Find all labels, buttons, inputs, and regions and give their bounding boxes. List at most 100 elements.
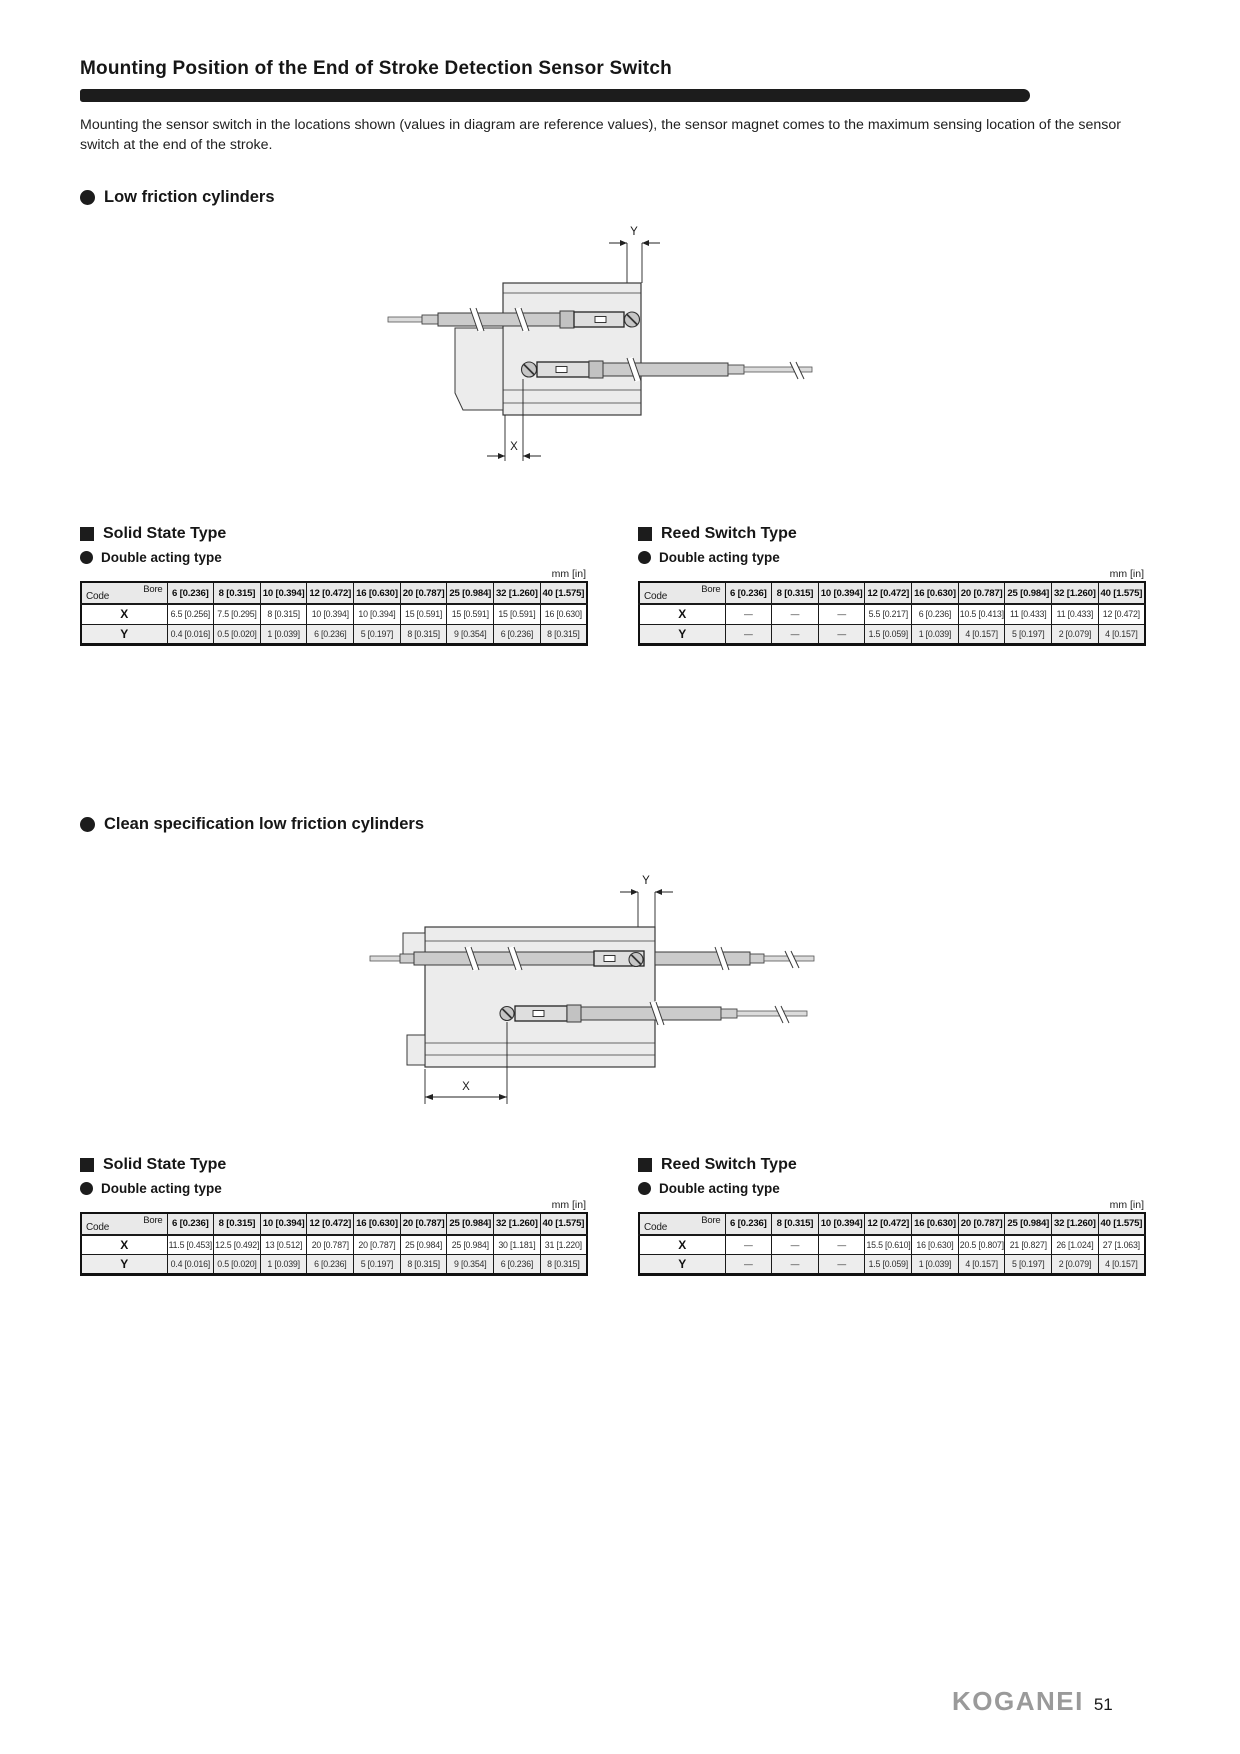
bore-header-cell: 40 [1.575] <box>1097 1212 1146 1236</box>
value-cell: — <box>724 603 773 625</box>
value-cell: — <box>724 623 773 645</box>
value-cell: 5 [0.197] <box>353 1254 401 1275</box>
x-dimension-label: X <box>510 441 518 453</box>
value-cell: 8 [0.315] <box>539 1254 588 1275</box>
bore-header-cell: 20 [0.787] <box>957 1212 1006 1236</box>
value-cell: 6 [0.236] <box>306 1254 355 1275</box>
value-cell: 12.5 [0.492] <box>213 1234 261 1255</box>
cylinder-body <box>454 282 642 416</box>
table-row-y: Y — — —1.5 [0.059] 1 [0.039] 4 [0.157] 5 [0.19… <box>638 1254 1146 1275</box>
bore-header-cell: 8 [0.315] <box>771 1212 819 1236</box>
code-bore-corner-cell: Bore Code <box>638 581 726 605</box>
square-bullet-icon <box>80 1157 94 1172</box>
bore-header-cell: 6 [0.236] <box>166 581 215 605</box>
value-cell: 6 [0.236] <box>306 623 355 645</box>
value-cell: — <box>817 623 866 645</box>
value-cell: 5 [0.197] <box>1004 623 1053 645</box>
code-axis-label: Code <box>644 1221 668 1233</box>
arrowhead-icon <box>425 1093 433 1100</box>
table-row-y: Y 0.4 [0.016] 0.5 [0.020] 1 [0.039] 6 [0.236… <box>80 623 588 645</box>
table-row-x: X 6.5 [0.256] 7.5 [0.295] 8 [0.315] 10 [0.39… <box>80 603 588 625</box>
square-bullet-icon <box>638 527 652 541</box>
value-cell: 1 [0.039] <box>911 623 959 645</box>
value-cell: 15.5 [0.610] <box>864 1234 913 1255</box>
acting-heading: Double acting type <box>638 550 1146 565</box>
code-cell: X <box>80 1234 168 1255</box>
low-friction-tables: Solid State Type Double acting type mm [… <box>80 525 1240 646</box>
code-cell: X <box>638 1234 726 1255</box>
title-underline-bar <box>80 89 1030 102</box>
y-dimension-label: Y <box>642 875 650 887</box>
type-heading-label: Solid State Type <box>103 1155 227 1173</box>
units-label: mm [in] <box>1109 568 1144 580</box>
value-cell: 31 [1.220] <box>539 1234 588 1255</box>
bore-header-cell: 40 [1.575] <box>1097 581 1146 605</box>
acting-heading-label: Double acting type <box>659 1180 780 1196</box>
table-row-y: Y 0.4 [0.016] 0.5 [0.020] 1 [0.039] 6 [0.236… <box>80 1254 588 1275</box>
solid-state-block: Solid State Type Double acting type mm [… <box>80 525 588 646</box>
code-cell: Y <box>80 1254 168 1275</box>
reed-switch-block: Reed Switch Type Double acting type mm [… <box>638 1156 1146 1276</box>
solid-state-clean-spec-table: Bore Code 6 [0.236] 8 [0.315] 10 [0.394] 12 [… <box>80 1211 588 1276</box>
type-heading: Reed Switch Type <box>638 1156 1146 1174</box>
sensor-switch-lower <box>499 1000 808 1026</box>
value-cell: 15 [0.591] <box>446 603 495 625</box>
type-heading: Solid State Type <box>80 1156 588 1174</box>
value-cell: 11 [0.433] <box>1004 603 1053 625</box>
value-cell: 25 [0.984] <box>446 1234 495 1255</box>
value-cell: 0.5 [0.020] <box>213 623 261 645</box>
value-cell: — <box>817 603 866 625</box>
value-cell: 8 [0.315] <box>539 623 588 645</box>
bore-header-cell: 40 [1.575] <box>539 1212 588 1236</box>
value-cell: 7.5 [0.295] <box>213 603 261 625</box>
type-heading: Solid State Type <box>80 525 588 543</box>
x-dimension-lines <box>424 1021 508 1104</box>
value-cell: 20 [0.787] <box>306 1234 355 1255</box>
bore-axis-label: Bore <box>701 584 721 595</box>
value-cell: 1 [0.039] <box>259 623 308 645</box>
value-cell: 12 [0.472] <box>1097 603 1146 625</box>
square-bullet-icon <box>638 1157 652 1172</box>
value-cell: 5 [0.197] <box>353 623 401 645</box>
value-cell: 2 [0.079] <box>1051 1254 1099 1275</box>
table-row-x: X — — —15.5 [0.610] 16 [0.630] 20.5 [0.807] 21… <box>638 1234 1146 1255</box>
bore-header-cell: 6 [0.236] <box>724 1212 773 1236</box>
code-axis-label: Code <box>644 591 668 602</box>
bore-header-cell: 10 [0.394] <box>259 1212 308 1236</box>
value-cell: 26 [1.024] <box>1051 1234 1099 1255</box>
reed-switch-low-friction-table: Bore Code 6 [0.236] 8 [0.315] 10 [0.394] 12 [… <box>638 581 1146 646</box>
bore-header-cell: 12 [0.472] <box>864 1212 913 1236</box>
clean-spec-cylinder-diagram: Y <box>369 875 815 1104</box>
value-cell: 4 [0.157] <box>957 1254 1006 1275</box>
value-cell: 0.4 [0.016] <box>166 623 215 645</box>
bore-header-cell: 16 [0.630] <box>353 1212 401 1236</box>
arrowhead-icon <box>655 888 662 895</box>
value-cell: 15 [0.591] <box>493 603 541 625</box>
bore-header-cell: 32 [1.260] <box>493 1212 541 1236</box>
bore-axis-label: Bore <box>143 584 163 595</box>
value-cell: 6 [0.236] <box>493 1254 541 1275</box>
code-axis-label: Code <box>86 1221 110 1233</box>
bore-header-cell: 32 [1.260] <box>1051 581 1099 605</box>
value-cell: 20 [0.787] <box>353 1234 401 1255</box>
bore-header-cell: 6 [0.236] <box>166 1212 215 1236</box>
value-cell: — <box>771 623 819 645</box>
bore-header-cell: 16 [0.630] <box>353 581 401 605</box>
value-cell: 2 [0.079] <box>1051 623 1099 645</box>
value-cell: — <box>771 603 819 625</box>
bore-header-cell: 20 [0.787] <box>399 1212 448 1236</box>
value-cell: 10.5 [0.413] <box>957 603 1006 625</box>
arrowhead-icon <box>642 240 649 246</box>
value-cell: 4 [0.157] <box>957 623 1006 645</box>
bore-header-cell: 8 [0.315] <box>213 1212 261 1236</box>
value-cell: — <box>771 1234 819 1255</box>
y-dimension-label: Y <box>630 226 638 238</box>
acting-heading-label: Double acting type <box>659 550 780 565</box>
section-heading-clean-spec: Clean specification low friction cylinde… <box>80 815 1240 834</box>
code-cell: Y <box>638 1254 726 1275</box>
reed-switch-clean-spec-table: Bore Code 6 [0.236] 8 [0.315] 10 [0.394] 12 [… <box>638 1211 1146 1276</box>
value-cell: 1.5 [0.059] <box>864 623 913 645</box>
circle-bullet-icon <box>80 190 95 205</box>
value-cell: 30 [1.181] <box>493 1234 541 1255</box>
page-footer: KOGANEI 51 <box>952 1686 1113 1717</box>
